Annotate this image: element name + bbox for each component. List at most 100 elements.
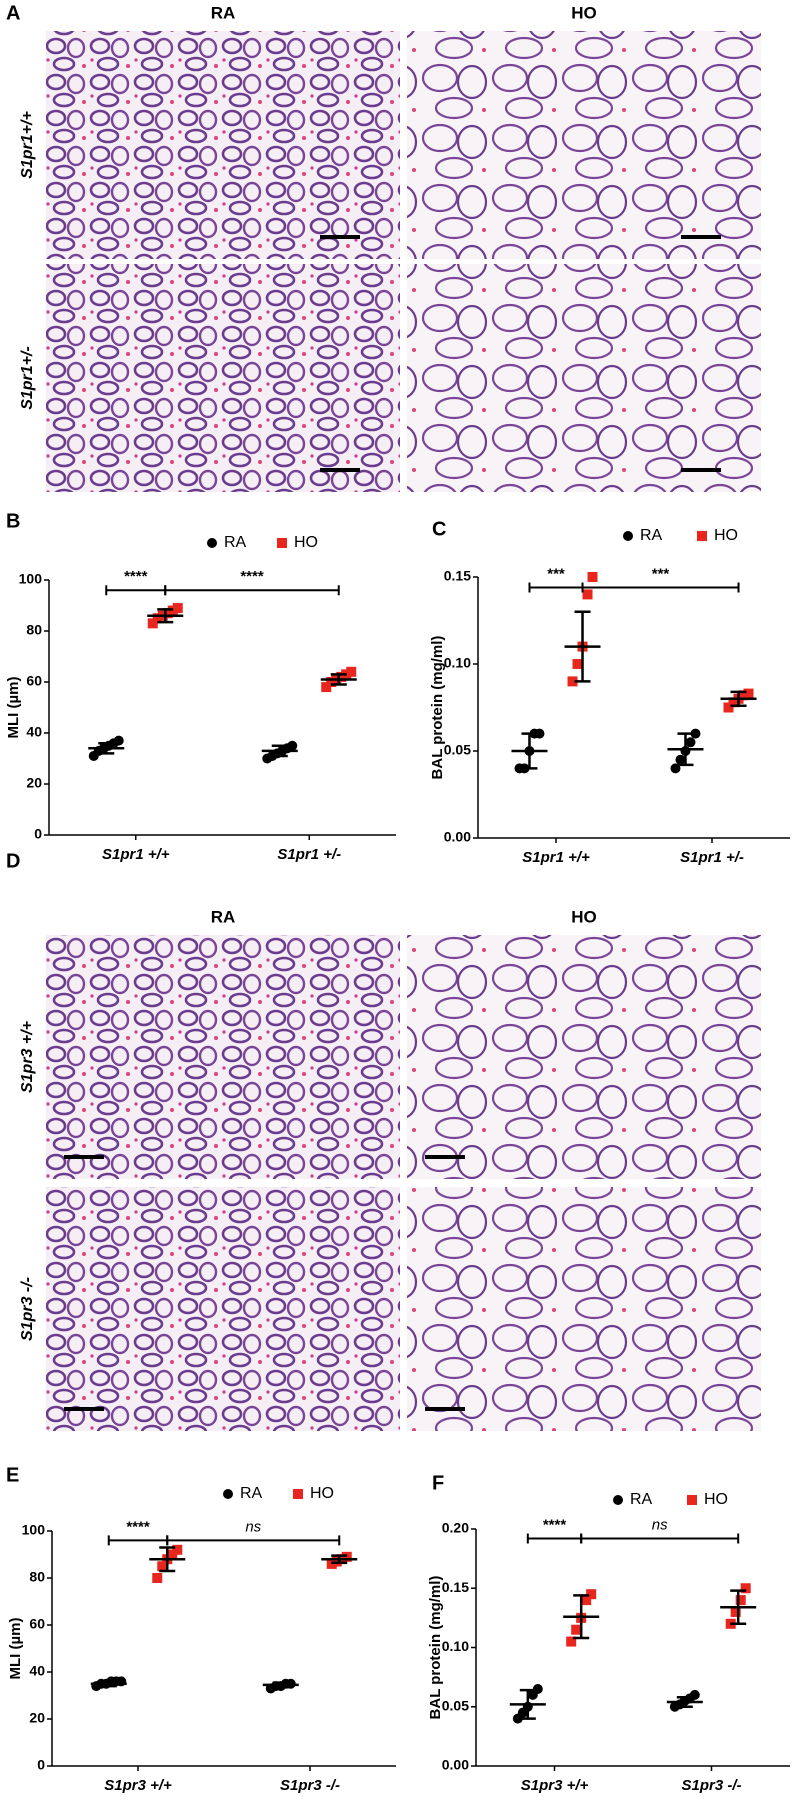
data-point xyxy=(321,682,332,693)
data-point xyxy=(743,688,754,699)
significance-label: **** xyxy=(126,1518,150,1535)
error-bar xyxy=(730,1589,747,1626)
micrograph xyxy=(46,31,400,259)
y-tick-label: 0 xyxy=(37,1757,45,1773)
panel-letter: C xyxy=(432,518,446,540)
micrograph xyxy=(46,264,400,492)
data-point xyxy=(532,1683,543,1694)
y-tick-label: 0 xyxy=(34,826,42,842)
column-label: HO xyxy=(571,907,597,926)
panel-letter: A xyxy=(6,2,20,24)
significance-bracket xyxy=(581,582,740,593)
row-label: S1pr3 +/+ xyxy=(19,1021,36,1093)
y-tick-label: 60 xyxy=(29,1616,45,1632)
significance-label: *** xyxy=(547,565,565,582)
legend-label: HO xyxy=(704,1491,728,1508)
column-label: HO xyxy=(571,3,597,22)
y-tick-label: 0.10 xyxy=(442,1638,469,1654)
y-tick-label: 60 xyxy=(26,673,42,689)
error-bar xyxy=(521,732,538,770)
micrograph xyxy=(407,935,761,1179)
data-point xyxy=(675,754,686,765)
y-tick-label: 40 xyxy=(29,1663,45,1679)
significance-bracket xyxy=(164,585,340,596)
error-bar xyxy=(331,1554,348,1564)
panel-letter: B xyxy=(6,510,20,532)
y-tick-label: 0.15 xyxy=(442,1579,469,1595)
micrograph xyxy=(407,264,761,492)
y-tick-label: 40 xyxy=(26,724,42,740)
y-tick-label: 0.15 xyxy=(444,568,471,584)
legend-label: RA xyxy=(630,1491,653,1508)
column-label: RA xyxy=(211,3,236,22)
y-tick-label: 0.20 xyxy=(442,1520,469,1536)
error-bar xyxy=(98,741,115,755)
data-point xyxy=(587,572,598,582)
legend-label: HO xyxy=(294,534,318,551)
micrograph xyxy=(46,935,400,1179)
legend-label: RA xyxy=(640,527,663,544)
y-axis-label: BAL protein (mg/ml) xyxy=(427,1576,444,1720)
significance-label: *** xyxy=(652,565,670,582)
legend-label: RA xyxy=(240,1485,263,1502)
legend-marker xyxy=(277,538,287,548)
error-bar xyxy=(272,1681,289,1689)
data-point xyxy=(172,603,183,614)
data-point xyxy=(152,1573,163,1583)
row-label: S1pr3 -/- xyxy=(19,1277,36,1341)
data-point xyxy=(730,1606,741,1617)
micrograph xyxy=(407,1187,761,1431)
data-point xyxy=(582,589,593,600)
panel-letter: F xyxy=(432,1472,444,1494)
y-tick-label: 0.00 xyxy=(444,829,471,845)
legend-marker xyxy=(623,531,633,541)
y-axis-label: MLI (µm) xyxy=(5,677,22,739)
y-tick-label: 0.05 xyxy=(442,1697,469,1713)
data-point xyxy=(723,702,734,713)
data-point xyxy=(567,676,578,687)
data-point xyxy=(735,1595,746,1606)
data-point xyxy=(571,1624,582,1635)
column-label: RA xyxy=(211,907,236,926)
error-bar xyxy=(330,673,347,686)
error-bar xyxy=(730,690,747,708)
y-tick-label: 20 xyxy=(26,775,42,791)
x-tick-label: S1pr3 -/- xyxy=(280,1777,340,1794)
data-point xyxy=(113,735,124,746)
significance-bracket xyxy=(105,585,167,596)
error-bar xyxy=(676,1696,693,1708)
significance-label: ns xyxy=(245,1518,261,1535)
x-tick-label: S1pr1 +/- xyxy=(277,846,341,863)
y-tick-label: 0.10 xyxy=(444,655,471,671)
significance-bracket xyxy=(528,582,584,593)
data-point xyxy=(685,737,696,748)
data-point xyxy=(172,1544,183,1555)
significance-bracket xyxy=(107,1535,169,1546)
significance-label: **** xyxy=(240,568,264,585)
error-bar xyxy=(519,1688,536,1720)
x-tick-label: S1pr1 +/- xyxy=(680,849,744,866)
y-axis-label: BAL protein (mg/ml) xyxy=(429,636,446,780)
error-bar xyxy=(100,1680,117,1688)
data-point xyxy=(534,728,545,739)
error-bar xyxy=(573,1594,590,1640)
x-tick-label: S1pr3 -/- xyxy=(681,1777,741,1794)
row-label: S1pr1+/- xyxy=(19,346,36,410)
y-tick-label: 0.00 xyxy=(442,1757,469,1773)
y-tick-label: 100 xyxy=(22,1522,46,1538)
significance-label: ns xyxy=(652,1516,668,1533)
legend-marker xyxy=(207,538,217,548)
legend-marker xyxy=(223,1489,233,1499)
legend-marker xyxy=(613,1495,623,1505)
data-point xyxy=(586,1589,597,1600)
micrograph xyxy=(407,31,761,259)
significance-bracket xyxy=(580,1533,740,1544)
legend-marker xyxy=(687,1495,697,1505)
x-tick-label: S1pr1 +/+ xyxy=(522,849,590,866)
error-bar xyxy=(157,608,174,624)
legend-label: HO xyxy=(310,1485,334,1502)
y-tick-label: 80 xyxy=(26,622,42,638)
y-tick-label: 0.05 xyxy=(444,742,471,758)
y-tick-label: 80 xyxy=(29,1569,45,1585)
